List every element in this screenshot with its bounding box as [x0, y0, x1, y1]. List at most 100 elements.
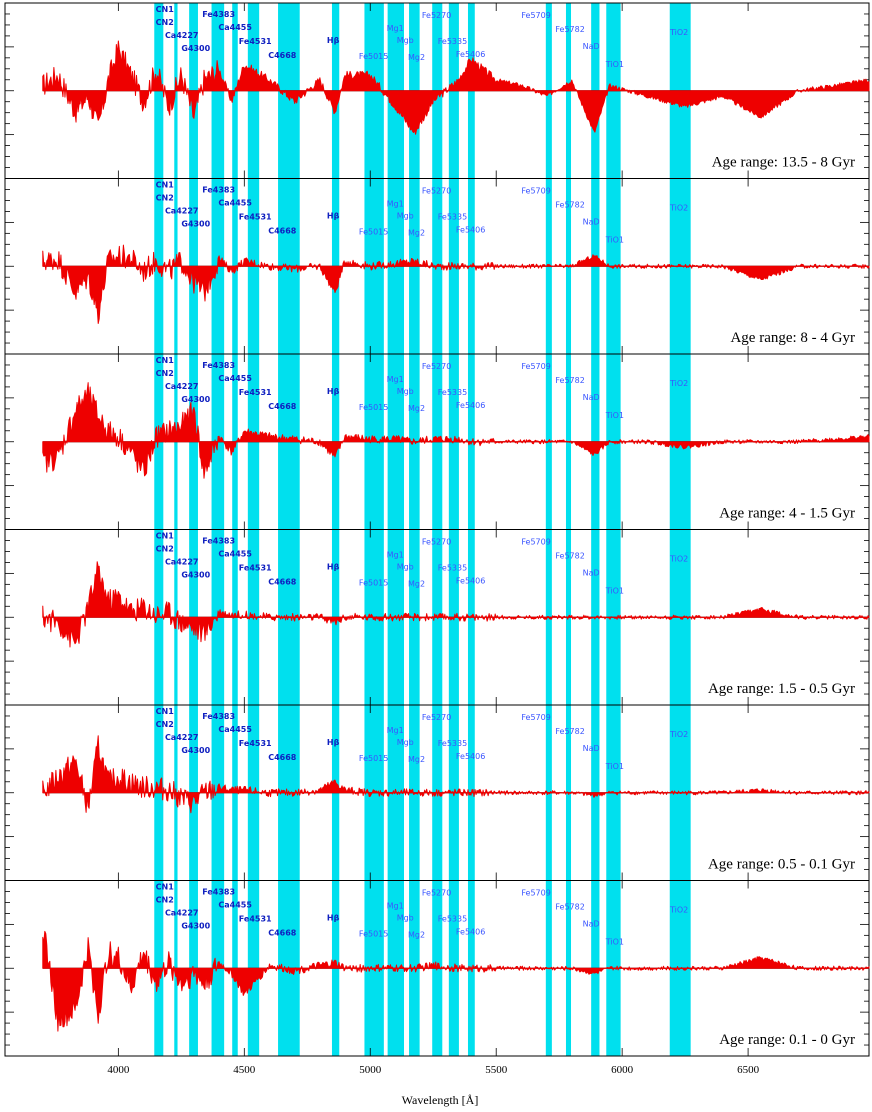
panel-0: CN1 CN2 Ca4227 G4300 Fe4383 Ca4455 Fe4531 C4668… [4, 2, 870, 179]
band-label-13: Fe5270 [422, 187, 451, 196]
spectrum-series [42, 382, 870, 479]
band-label-10: Mg1 [387, 24, 404, 33]
band-label-10: Mg1 [387, 902, 404, 911]
band-label-8: Hβ [327, 212, 340, 221]
band-label-12: Mg2 [408, 580, 425, 589]
band-label-2: Ca4227 [165, 207, 199, 216]
x-axis-title: Wavelength [Å] [402, 1093, 479, 1107]
band-label-6: Fe4531 [239, 739, 272, 748]
band-label-11: Mgb [397, 738, 414, 747]
band-label-18: NaD [583, 42, 600, 51]
x-tick-label: 5500 [485, 1064, 508, 1076]
band-label-16: Fe5709 [521, 11, 550, 20]
band-label-10: Mg1 [387, 551, 404, 560]
band-label-2: Ca4227 [165, 382, 199, 391]
spectrum-series [42, 930, 870, 1032]
band-label-9: Fe5015 [359, 403, 388, 412]
band-label-4: Fe4383 [202, 186, 235, 195]
spectrum-series [42, 244, 870, 324]
age-range-label: Age range: 0.1 - 0 Gyr [719, 1032, 855, 1048]
band-label-14: Fe5335 [438, 213, 467, 222]
x-tick-label: 5000 [359, 1064, 382, 1076]
band-label-19: TiO1 [605, 938, 624, 947]
band-label-14: Fe5335 [438, 37, 467, 46]
band-label-5: Ca4455 [218, 23, 252, 32]
band-label-11: Mgb [397, 212, 414, 221]
band-label-1: CN2 [156, 194, 174, 203]
band-label-13: Fe5270 [422, 889, 451, 898]
band-label-2: Ca4227 [165, 31, 199, 40]
band-label-0: CN1 [156, 707, 175, 716]
band-label-8: Hβ [327, 738, 340, 747]
band-label-6: Fe4531 [239, 564, 272, 573]
band-label-11: Mgb [397, 914, 414, 923]
band-label-15: Fe5406 [456, 577, 485, 586]
x-tick-label: 4000 [107, 1064, 130, 1076]
band-label-14: Fe5335 [438, 564, 467, 573]
band-label-5: Ca4455 [218, 550, 252, 559]
band-label-2: Ca4227 [165, 909, 199, 918]
band-label-11: Mgb [397, 387, 414, 396]
band-label-19: TiO1 [605, 236, 624, 245]
band-label-18: NaD [583, 569, 600, 578]
spectrum-series [42, 561, 870, 648]
band-label-12: Mg2 [408, 931, 425, 940]
band-label-15: Fe5406 [456, 928, 485, 937]
band-label-4: Fe4383 [202, 888, 235, 897]
band-label-10: Mg1 [387, 375, 404, 384]
band-label-3: G4300 [181, 220, 210, 229]
panels: CN1 CN2 Ca4227 G4300 Fe4383 Ca4455 Fe4531 C4668… [4, 2, 870, 1057]
panel-2: CN1 CN2 Ca4227 G4300 Fe4383 Ca4455 Fe4531 C4668… [4, 353, 870, 530]
age-range-label: Age range: 8 - 4 Gyr [730, 330, 855, 346]
band-label-11: Mgb [397, 563, 414, 572]
band-label-20: TiO2 [669, 204, 688, 213]
band-label-8: Hβ [327, 914, 340, 923]
band-label-8: Hβ [327, 387, 340, 396]
spectrum-series [42, 735, 870, 814]
band-label-18: NaD [583, 393, 600, 402]
band-label-14: Fe5335 [438, 915, 467, 924]
band-label-17: Fe5782 [555, 25, 584, 34]
band-label-4: Fe4383 [202, 712, 235, 721]
band-label-3: G4300 [181, 922, 210, 931]
band-label-19: TiO1 [605, 587, 624, 596]
age-range-label: Age range: 4 - 1.5 Gyr [719, 506, 855, 522]
band-label-4: Fe4383 [202, 361, 235, 370]
band-label-5: Ca4455 [218, 901, 252, 910]
band-label-18: NaD [583, 920, 600, 929]
band-label-3: G4300 [181, 44, 210, 53]
band-label-15: Fe5406 [456, 50, 485, 59]
band-label-16: Fe5709 [521, 187, 550, 196]
band-label-5: Ca4455 [218, 374, 252, 383]
panel-1: CN1 CN2 Ca4227 G4300 Fe4383 Ca4455 Fe4531 C4668… [4, 178, 870, 355]
band-label-7: C4668 [268, 402, 297, 411]
band-label-1: CN2 [156, 896, 174, 905]
x-axis: 4000 4500 5000 5500 6000 6500 [107, 1064, 759, 1076]
band-label-12: Mg2 [408, 229, 425, 238]
age-range-label: Age range: 1.5 - 0.5 Gyr [708, 681, 855, 697]
band-label-19: TiO1 [605, 762, 624, 771]
band-label-8: Hβ [327, 36, 340, 45]
band-label-16: Fe5709 [521, 538, 550, 547]
band-label-6: Fe4531 [239, 915, 272, 924]
band-label-15: Fe5406 [456, 226, 485, 235]
band-label-9: Fe5015 [359, 754, 388, 763]
band-label-16: Fe5709 [521, 713, 550, 722]
band-label-4: Fe4383 [202, 537, 235, 546]
band-label-0: CN1 [156, 883, 175, 892]
band-label-20: TiO2 [669, 28, 688, 37]
band-label-1: CN2 [156, 369, 174, 378]
band-label-10: Mg1 [387, 200, 404, 209]
band-label-17: Fe5782 [555, 201, 584, 210]
band-label-20: TiO2 [669, 730, 688, 739]
band-label-6: Fe4531 [239, 388, 272, 397]
band-label-16: Fe5709 [521, 889, 550, 898]
band-label-19: TiO1 [605, 411, 624, 420]
band-label-0: CN1 [156, 5, 175, 14]
band-label-13: Fe5270 [422, 362, 451, 371]
band-label-13: Fe5270 [422, 713, 451, 722]
band-label-15: Fe5406 [456, 401, 485, 410]
band-label-10: Mg1 [387, 726, 404, 735]
band-label-2: Ca4227 [165, 558, 199, 567]
